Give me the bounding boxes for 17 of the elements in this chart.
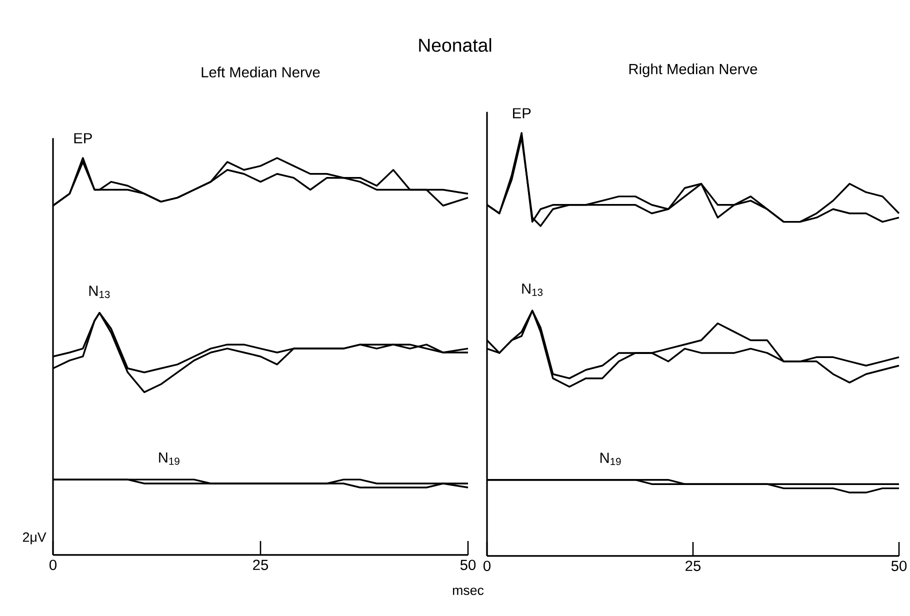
annotation: EP: [513, 108, 531, 118]
x-tick-label: 25: [686, 560, 701, 572]
annotation: N$_{13}$: [89, 286, 110, 298]
text: 2μV: [22, 532, 46, 544]
x-tick-label: 0: [483, 560, 490, 572]
x-tick-label: 50: [891, 560, 907, 572]
annotation: N$_{19}$: [159, 452, 180, 465]
chart-subtitle: Right Median Nerve: [629, 63, 758, 78]
annotation: N$_{19}$: [600, 452, 621, 466]
x-tick-label: 0: [49, 560, 56, 570]
x-tick-label: 50: [460, 560, 476, 570]
annotation: N$_{13}$: [522, 284, 543, 296]
annotation: EP: [74, 133, 92, 144]
chart-title: Neonatal: [419, 38, 492, 52]
x-tick-label: 25: [253, 560, 268, 570]
x-axis-title: msec: [452, 588, 484, 595]
chart-subtitle: Left Median Nerve: [202, 66, 320, 78]
